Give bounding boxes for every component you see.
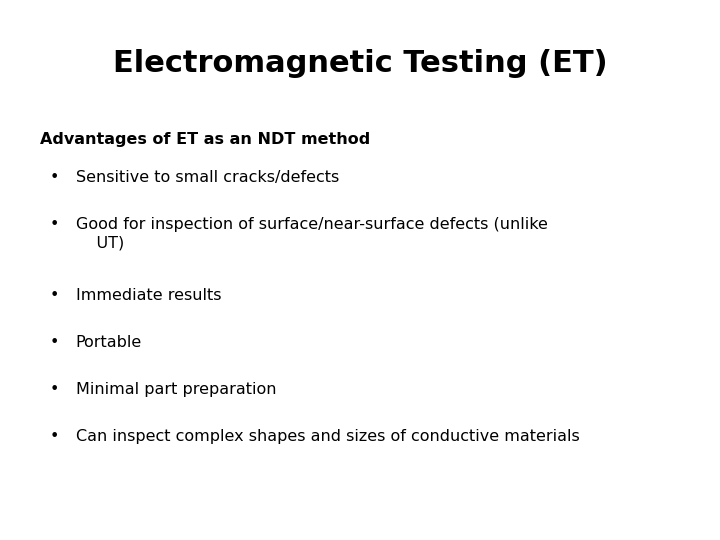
Text: Minimal part preparation: Minimal part preparation [76, 382, 276, 397]
Text: Sensitive to small cracks/defects: Sensitive to small cracks/defects [76, 170, 339, 185]
Text: Good for inspection of surface/near-surface defects (unlike
    UT): Good for inspection of surface/near-surf… [76, 217, 547, 251]
Text: •: • [49, 382, 59, 397]
Text: Advantages of ET as an NDT method: Advantages of ET as an NDT method [40, 132, 370, 147]
Text: Immediate results: Immediate results [76, 288, 221, 303]
Text: •: • [49, 170, 59, 185]
Text: •: • [49, 217, 59, 232]
Text: Electromagnetic Testing (ET): Electromagnetic Testing (ET) [113, 49, 607, 78]
Text: •: • [49, 429, 59, 444]
Text: Portable: Portable [76, 335, 142, 350]
Text: Can inspect complex shapes and sizes of conductive materials: Can inspect complex shapes and sizes of … [76, 429, 580, 444]
Text: •: • [49, 335, 59, 350]
Text: •: • [49, 288, 59, 303]
